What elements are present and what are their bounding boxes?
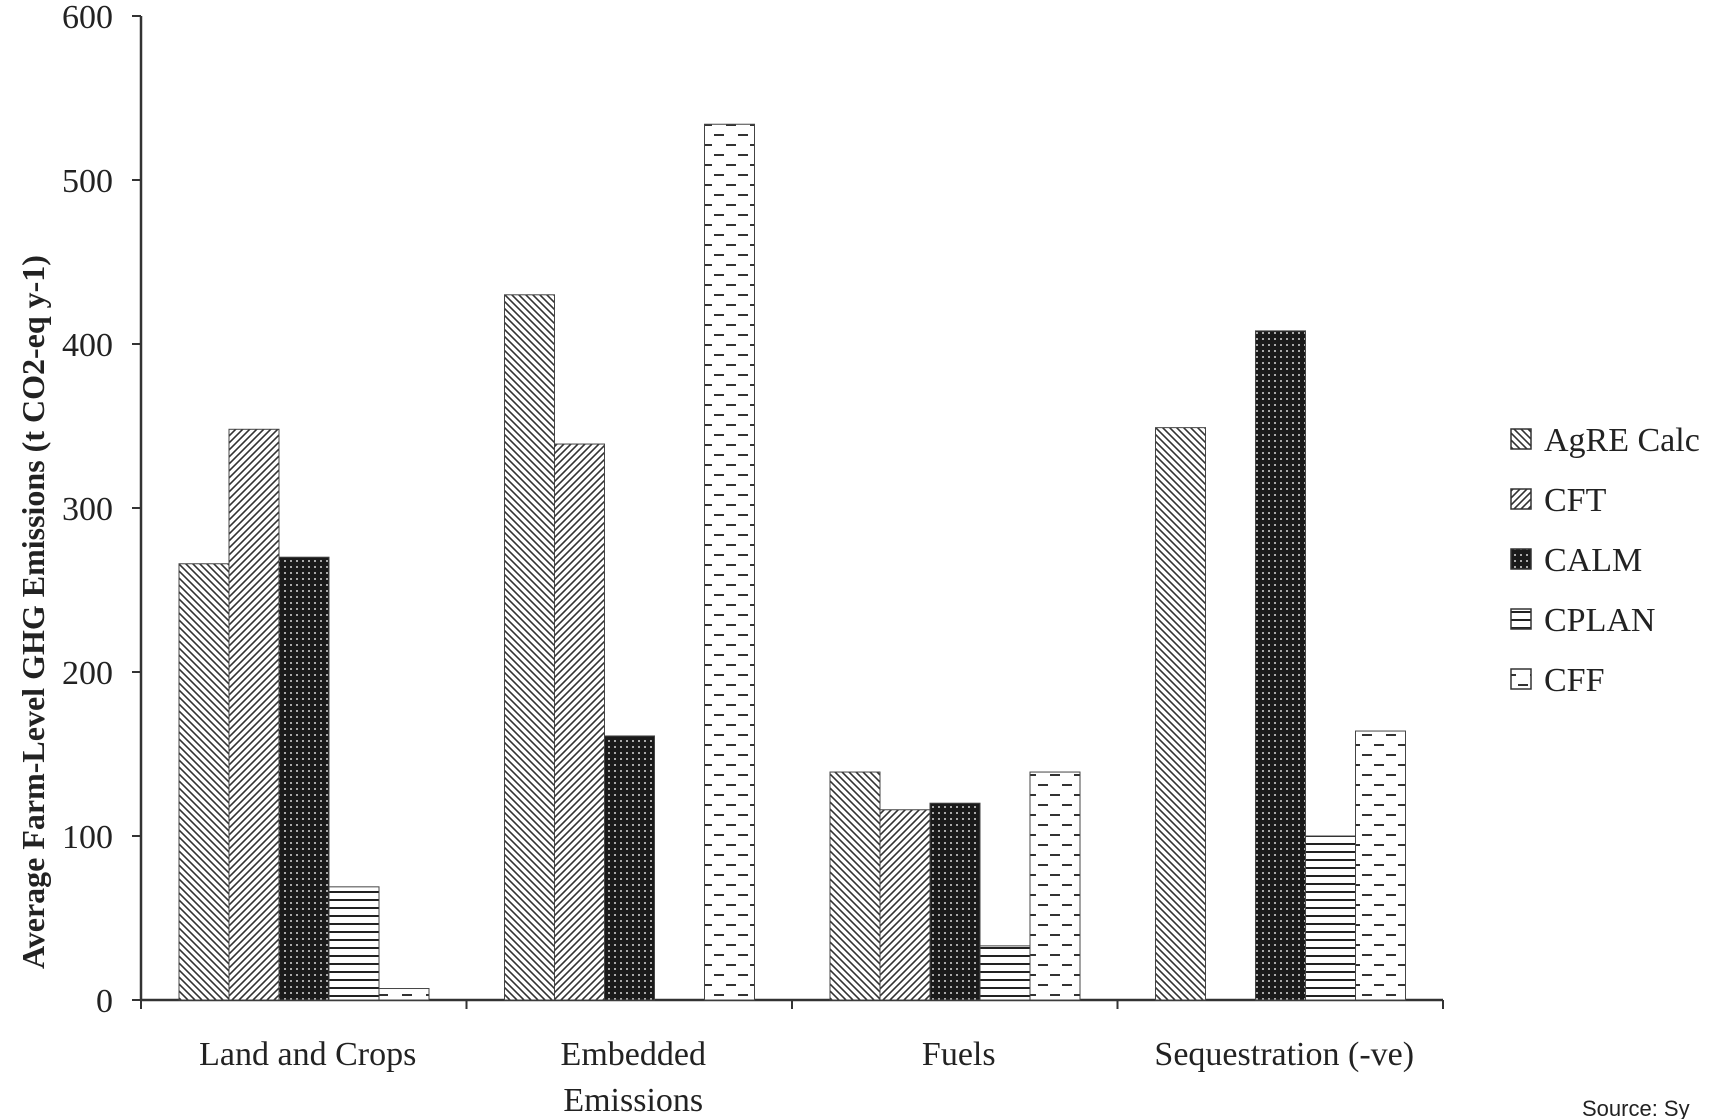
legend-swatch	[1510, 548, 1532, 570]
y-axis-title: Average Farm-Level GHG Emissions (t CO2-…	[15, 255, 51, 969]
bar-calm	[929, 802, 981, 1001]
bar-agre-calc	[178, 563, 230, 1001]
legend-label: CALM	[1544, 542, 1642, 579]
y-tick-label: 600	[62, 0, 113, 36]
category-label: Land and Crops	[199, 1036, 416, 1073]
legend-label: CFT	[1544, 482, 1607, 519]
bar-cff	[1029, 771, 1081, 1001]
legend-swatch	[1510, 608, 1532, 630]
bar-cff	[378, 988, 430, 1001]
bar-agre-calc	[829, 771, 881, 1001]
y-axis-title-group: Average Farm-Level GHG Emissions (t CO2-…	[15, 255, 51, 969]
bar-cft	[554, 443, 605, 1001]
y-tick-label: 200	[62, 655, 113, 692]
legend-label: CFF	[1544, 662, 1605, 699]
legend: AgRE Calc CFT CALM CPLAN CFF	[1510, 422, 1700, 699]
legend-label: AgRE Calc	[1544, 422, 1700, 459]
bar-cff	[1355, 730, 1406, 1001]
bar-calm	[604, 735, 655, 1001]
y-tick-label: 300	[62, 491, 113, 528]
category-label: Emissions	[563, 1082, 703, 1119]
x-axis	[140, 998, 1444, 1009]
y-axis: 0 100 200 300 400 500 600	[62, 0, 143, 1020]
bar-cft	[879, 809, 931, 1001]
bars	[178, 123, 1406, 1001]
y-tick-label: 100	[62, 819, 113, 856]
category-labels: Land and Crops Embedded Emissions Fuels Sequ…	[199, 1036, 1414, 1119]
bar-cplan	[328, 886, 380, 1001]
bar-cft	[228, 428, 280, 1001]
y-tick-label: 500	[62, 163, 113, 200]
source-note: Source: Sy	[1582, 1096, 1690, 1119]
y-tick-label: 0	[96, 983, 113, 1020]
y-tick-label: 400	[62, 327, 113, 364]
category-label: Fuels	[922, 1036, 996, 1073]
bar-agre-calc	[1155, 427, 1206, 1001]
bar-calm	[1255, 330, 1306, 1001]
category-label: Sequestration (-ve)	[1154, 1036, 1414, 1073]
legend-label: CPLAN	[1544, 602, 1655, 639]
bar-cplan	[979, 945, 1031, 1001]
bar-calm	[278, 556, 330, 1001]
legend-swatch	[1510, 428, 1532, 450]
bar-cff	[704, 123, 755, 1001]
bar-agre-calc	[504, 294, 555, 1001]
legend-swatch	[1510, 668, 1532, 690]
legend-swatch	[1510, 488, 1532, 510]
category-label: Embedded	[561, 1036, 706, 1073]
bar-cplan	[1305, 835, 1356, 1001]
